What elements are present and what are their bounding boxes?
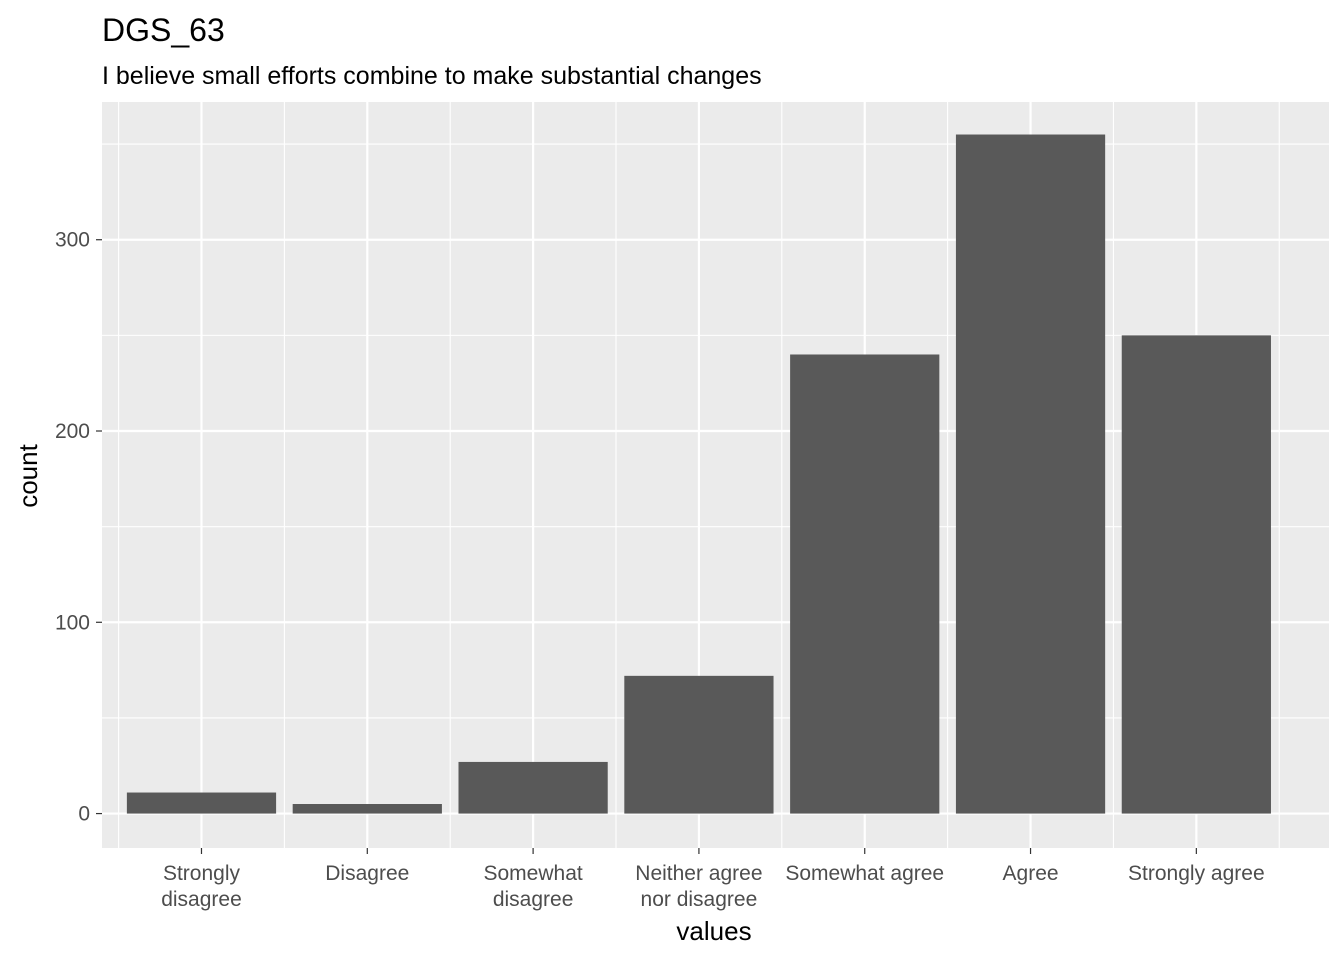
x-axis-title: values [676,916,751,946]
bar [955,134,1106,814]
x-tick-label: Strongly agree [1128,862,1265,885]
chart-title: DGS_63 [102,12,225,48]
x-tick-label: disagree [493,888,574,911]
x-tick-label: nor disagree [641,888,758,911]
bar [458,761,608,814]
grid-minor [102,102,1329,848]
chart-subtitle: I believe small efforts combine to make … [102,62,762,90]
y-axis: 0 100 200 300 [55,229,102,826]
bar [292,804,442,814]
bar [1121,335,1271,814]
x-tick-label: Agree [1003,862,1059,885]
y-tick-label: 200 [55,420,90,443]
x-tick-label: Strongly [163,862,241,885]
y-tick-label: 0 [78,803,90,826]
bars [126,134,1271,814]
y-tick-label: 100 [55,611,90,634]
bar [790,354,940,814]
x-tick-label: Somewhat agree [785,862,944,885]
y-tick-label: 300 [55,229,90,252]
x-tick-label: Neither agree [635,862,762,885]
y-axis-title: count [13,443,43,507]
x-tick-label: Somewhat [483,862,582,885]
x-tick-label: disagree [161,888,242,911]
x-tick-label: Disagree [325,862,409,885]
bar [126,792,277,814]
x-axis: Strongly disagree Disagree Somewhat disagree… [161,848,1265,911]
bar [624,675,774,814]
